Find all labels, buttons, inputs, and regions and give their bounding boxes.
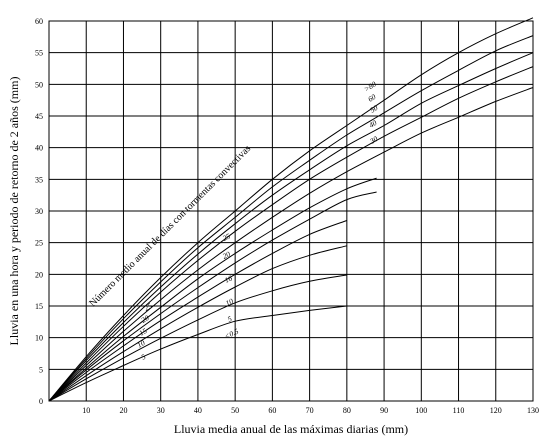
y-tick-label: 60 — [35, 17, 43, 26]
y-tick-label: 15 — [35, 302, 43, 311]
tick-labels: 10 20 30 40 50 60 70 80 90 100 110 120 1300510152025… — [35, 17, 539, 415]
series-line — [48, 35, 534, 402]
series-curves — [48, 17, 534, 402]
series-line — [48, 177, 377, 402]
curve-label: 5 — [140, 352, 148, 362]
curve-label: 20 — [221, 249, 232, 260]
curve-label: 10 — [136, 338, 147, 350]
y-tick-label: 50 — [35, 80, 43, 89]
series-line — [48, 17, 534, 402]
series-line — [48, 87, 534, 402]
y-tick-label: 30 — [35, 207, 43, 216]
curve-label: 5 — [226, 314, 233, 324]
y-tick-label: 0 — [39, 397, 43, 406]
series-line — [48, 220, 347, 402]
x-tick-label: 40 — [194, 406, 202, 415]
x-tick-label: 50 — [231, 406, 239, 415]
y-axis-title: Lluvia en una hora y periodo de retorno … — [7, 77, 21, 346]
x-tick-label: 20 — [119, 406, 127, 415]
curve-label: 40 — [367, 118, 378, 130]
curve-label: 50 — [368, 103, 379, 115]
x-tick-label: 100 — [415, 406, 427, 415]
x-tick-label: 30 — [157, 406, 165, 415]
x-tick-label: 10 — [82, 406, 90, 415]
series-line — [48, 191, 377, 402]
x-tick-label: 130 — [527, 406, 539, 415]
series-line — [48, 245, 347, 402]
curve-label: <0.5 — [223, 326, 240, 340]
series-line — [48, 274, 347, 402]
x-tick-label: 80 — [343, 406, 351, 415]
x-tick-label: 120 — [490, 406, 502, 415]
series-line — [48, 305, 347, 402]
y-tick-label: 45 — [35, 112, 43, 121]
series-line — [48, 66, 534, 402]
curve-label: 10 — [224, 296, 235, 307]
curve-label: 16 — [223, 273, 234, 284]
series-line — [48, 52, 534, 402]
x-tick-label: 110 — [453, 406, 465, 415]
curve-label: >80 — [362, 79, 378, 93]
y-tick-label: 35 — [35, 175, 43, 184]
x-tick-label: 70 — [306, 406, 314, 415]
y-tick-label: 20 — [35, 270, 43, 279]
x-axis-title: Lluvia media anual de las máximas diaria… — [174, 422, 408, 436]
y-tick-label: 10 — [35, 334, 43, 343]
y-tick-label: 5 — [39, 365, 43, 374]
y-tick-label: 25 — [35, 239, 43, 248]
grid — [48, 20, 534, 402]
curve-label: 60 — [366, 92, 377, 104]
x-tick-label: 60 — [268, 406, 276, 415]
curve-label: 25 — [221, 231, 232, 242]
curve-label: 20 — [140, 313, 151, 325]
x-tick-label: 90 — [380, 406, 388, 415]
y-tick-label: 40 — [35, 144, 43, 153]
y-tick-label: 55 — [35, 49, 43, 58]
curve-label: 25 — [143, 301, 154, 313]
curve-label: 15 — [138, 326, 149, 338]
